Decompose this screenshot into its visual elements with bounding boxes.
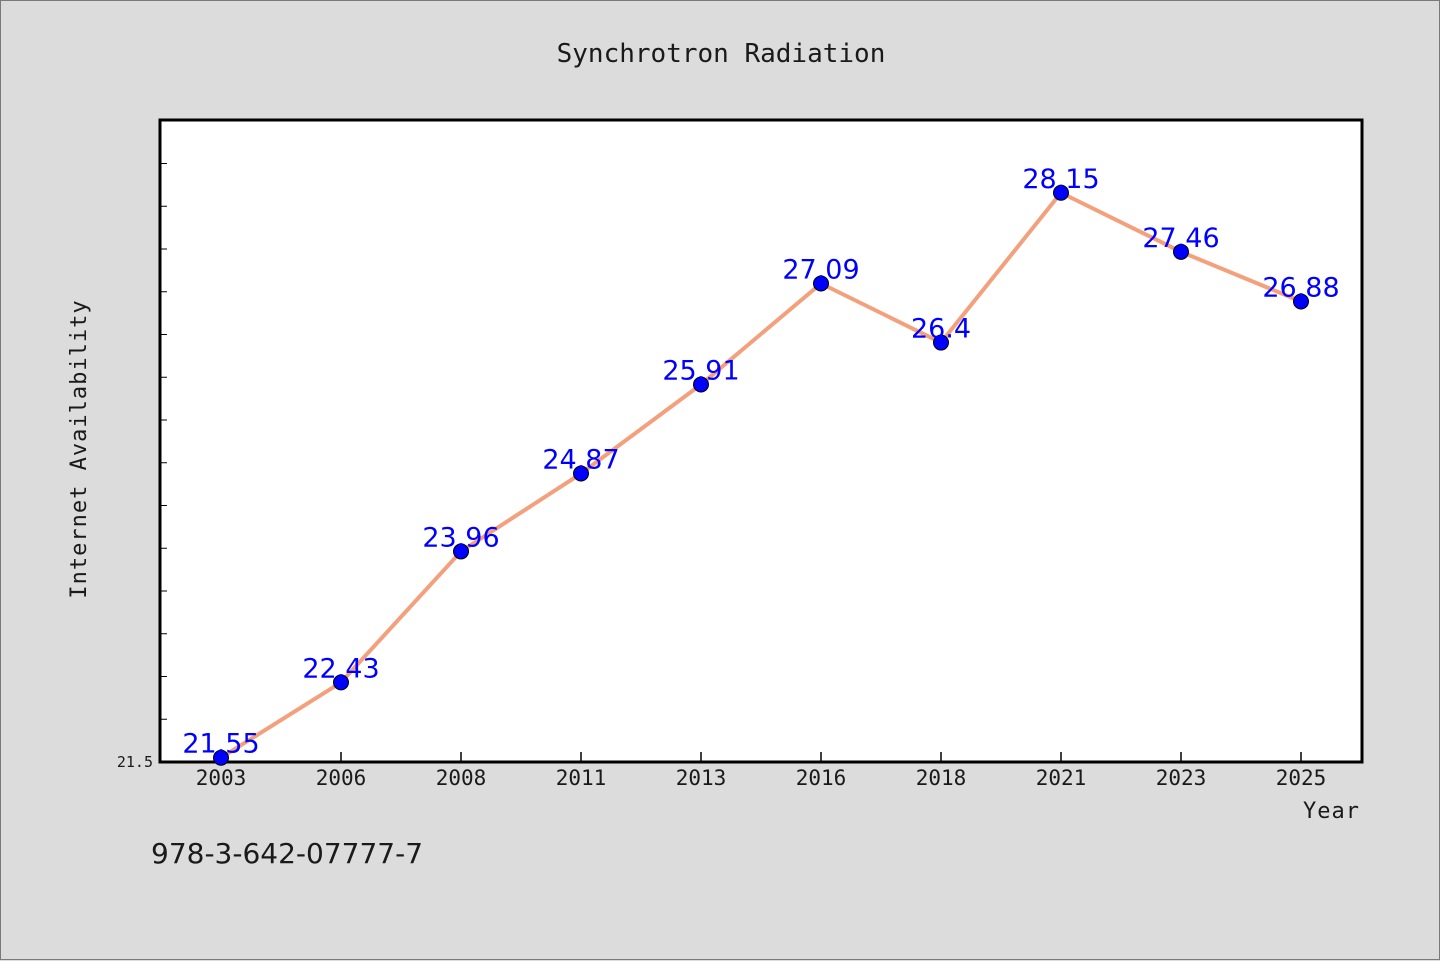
series-layer: 21.55 22.43 23.96 24.87 25.91 27.09 26.4 28.15 2… <box>182 164 1340 766</box>
data-label: 22.43 <box>302 653 379 684</box>
x-axis-ticks: 2003 2006 2008 2011 2013 2016 2018 2021 2023 2025 <box>196 752 1327 790</box>
x-axis-title: Year <box>1303 799 1360 824</box>
chart-title: Synchrotron Radiation <box>557 39 886 69</box>
data-point <box>453 543 469 560</box>
y-axis-title: Internet Availability <box>67 299 92 598</box>
data-label: 23.96 <box>422 522 499 553</box>
x-tick-label: 2023 <box>1156 766 1207 790</box>
data-point <box>933 334 949 351</box>
x-tick-label: 2018 <box>916 766 967 790</box>
data-point <box>213 749 229 766</box>
data-label: 26.4 <box>911 314 971 345</box>
data-point <box>1053 184 1069 201</box>
y-axis-ticks: 21.5 <box>117 163 167 771</box>
data-label: 21.55 <box>182 729 259 760</box>
isbn-text: 978-3-642-07777-7 <box>151 837 423 870</box>
data-point <box>693 376 709 393</box>
y-tick-label: 21.5 <box>117 753 153 771</box>
data-label: 28.15 <box>1022 164 1099 195</box>
x-tick-label: 2016 <box>796 766 847 790</box>
x-tick-label: 2008 <box>436 766 487 790</box>
data-point <box>1173 243 1189 260</box>
plot-area <box>158 118 1364 764</box>
x-tick-label: 2025 <box>1276 766 1327 790</box>
data-label: 25.91 <box>662 356 739 387</box>
series-line <box>219 190 1303 760</box>
x-tick-label: 2003 <box>196 766 247 790</box>
x-tick-label: 2006 <box>316 766 367 790</box>
data-label: 27.46 <box>1142 223 1219 254</box>
data-point <box>1293 293 1309 310</box>
data-label: 26.88 <box>1262 272 1339 303</box>
data-point <box>573 465 589 482</box>
data-label: 24.87 <box>542 445 619 476</box>
x-tick-label: 2021 <box>1036 766 1087 790</box>
x-tick-label: 2013 <box>676 766 727 790</box>
data-point <box>333 674 349 691</box>
data-label: 27.09 <box>782 254 859 285</box>
x-tick-label: 2011 <box>556 766 607 790</box>
data-point <box>813 275 829 292</box>
